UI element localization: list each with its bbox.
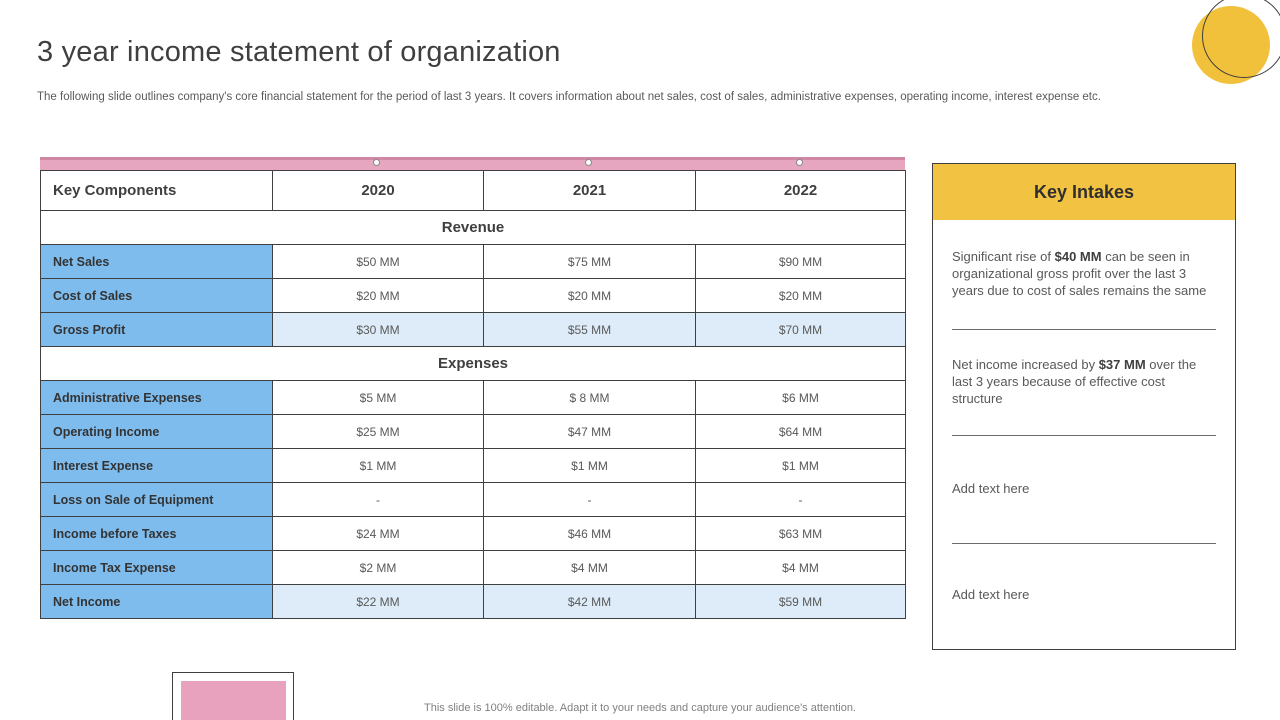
timeline-dot	[796, 159, 803, 166]
cell-value: $22 MM	[272, 584, 484, 619]
row-label: Interest Expense	[40, 448, 273, 483]
cell-value: -	[272, 482, 484, 517]
section-title: Expenses	[40, 346, 906, 381]
cell-value: $20 MM	[272, 278, 484, 313]
row-label: Gross Profit	[40, 312, 273, 347]
intake-text: over the last 3 years because of effecti…	[952, 357, 1197, 406]
col-header-2022: 2022	[695, 170, 906, 211]
cell-value: $24 MM	[272, 516, 484, 551]
cell-value: $20 MM	[483, 278, 696, 313]
cell-value: $1 MM	[695, 448, 906, 483]
cell-value: $ 8 MM	[483, 380, 696, 415]
footer-note: This slide is 100% editable. Adapt it to…	[424, 702, 856, 714]
cell-value: $90 MM	[695, 244, 906, 279]
decor-rect-outline	[172, 672, 294, 720]
timeline-dot	[373, 159, 380, 166]
intake-text: Net income increased by	[952, 357, 1099, 373]
table-row: Interest Expense $1 MM $1 MM $1 MM	[40, 448, 906, 483]
table-row-gross-profit: Gross Profit $30 MM $55 MM $70 MM	[40, 312, 906, 347]
intake-item: Significant rise of $40 MM can be seen i…	[952, 220, 1216, 330]
row-label: Administrative Expenses	[40, 380, 273, 415]
cell-value: $63 MM	[695, 516, 906, 551]
key-intakes-panel: Key Intakes Significant rise of $40 MM c…	[932, 163, 1236, 650]
col-header-2020: 2020	[272, 170, 484, 211]
row-label: Net Income	[40, 584, 273, 619]
row-label: Cost of Sales	[40, 278, 273, 313]
row-label: Loss on Sale of Equipment	[40, 482, 273, 517]
table-row: Administrative Expenses $5 MM $ 8 MM $6 …	[40, 380, 906, 415]
section-row-revenue: Revenue	[40, 210, 906, 245]
table-row: Net Sales $50 MM $75 MM $90 MM	[40, 244, 906, 279]
table-row: Income before Taxes $24 MM $46 MM $63 MM	[40, 516, 906, 551]
cell-value: $1 MM	[272, 448, 484, 483]
cell-value: -	[483, 482, 696, 517]
cell-value: $5 MM	[272, 380, 484, 415]
cell-value: $59 MM	[695, 584, 906, 619]
col-header-2021: 2021	[483, 170, 696, 211]
cell-value: $30 MM	[272, 312, 484, 347]
cell-value: $55 MM	[483, 312, 696, 347]
intake-bold-value: $37 MM	[1098, 357, 1146, 373]
cell-value: -	[695, 482, 906, 517]
table-row: Operating Income $25 MM $47 MM $64 MM	[40, 414, 906, 449]
timeline-bar	[40, 157, 905, 170]
row-label: Operating Income	[40, 414, 273, 449]
table-header-row: Key Components 2020 2021 2022	[40, 170, 906, 211]
row-label: Income before Taxes	[40, 516, 273, 551]
col-header-key-components: Key Components	[40, 170, 273, 211]
cell-value: $75 MM	[483, 244, 696, 279]
add-text-placeholder[interactable]: Add text here	[952, 481, 1030, 497]
cell-value: $2 MM	[272, 550, 484, 585]
timeline-dot	[585, 159, 592, 166]
table-row: Loss on Sale of Equipment - - -	[40, 482, 906, 517]
cell-value: $50 MM	[272, 244, 484, 279]
cell-value: $4 MM	[483, 550, 696, 585]
table-row: Income Tax Expense $2 MM $4 MM $4 MM	[40, 550, 906, 585]
decor-circle-outline	[1202, 0, 1280, 78]
intake-text: Significant rise of	[952, 249, 1055, 265]
intake-item-placeholder[interactable]: Add text here	[952, 544, 1216, 646]
section-row-expenses: Expenses	[40, 346, 906, 381]
cell-value: $6 MM	[695, 380, 906, 415]
decor-pink-rect	[181, 681, 286, 720]
row-label: Net Sales	[40, 244, 273, 279]
cell-value: $42 MM	[483, 584, 696, 619]
cell-value: $46 MM	[483, 516, 696, 551]
intake-item-placeholder[interactable]: Add text here	[952, 436, 1216, 544]
cell-value: $70 MM	[695, 312, 906, 347]
add-text-placeholder[interactable]: Add text here	[952, 586, 1030, 602]
table-row: Cost of Sales $20 MM $20 MM $20 MM	[40, 278, 906, 313]
income-statement-section: Key Components 2020 2021 2022 Revenue Ne…	[40, 157, 906, 619]
table-row-net-income: Net Income $22 MM $42 MM $59 MM	[40, 584, 906, 619]
intake-item: Net income increased by $37 MM over the …	[952, 330, 1216, 436]
intake-bold-value: $40 MM	[1054, 249, 1102, 265]
row-label: Income Tax Expense	[40, 550, 273, 585]
cell-value: $47 MM	[483, 414, 696, 449]
key-intakes-body: Significant rise of $40 MM can be seen i…	[933, 220, 1235, 646]
cell-value: $20 MM	[695, 278, 906, 313]
cell-value: $1 MM	[483, 448, 696, 483]
cell-value: $64 MM	[695, 414, 906, 449]
intake-text: can be seen in organizational gross prof…	[952, 249, 1207, 298]
cell-value: $4 MM	[695, 550, 906, 585]
section-title: Revenue	[40, 210, 906, 245]
page-title: 3 year income statement of organization	[37, 36, 561, 68]
slide-subtitle: The following slide outlines company's c…	[37, 91, 1101, 103]
cell-value: $25 MM	[272, 414, 484, 449]
income-statement-table: Key Components 2020 2021 2022 Revenue Ne…	[40, 170, 906, 619]
key-intakes-title: Key Intakes	[933, 164, 1235, 220]
